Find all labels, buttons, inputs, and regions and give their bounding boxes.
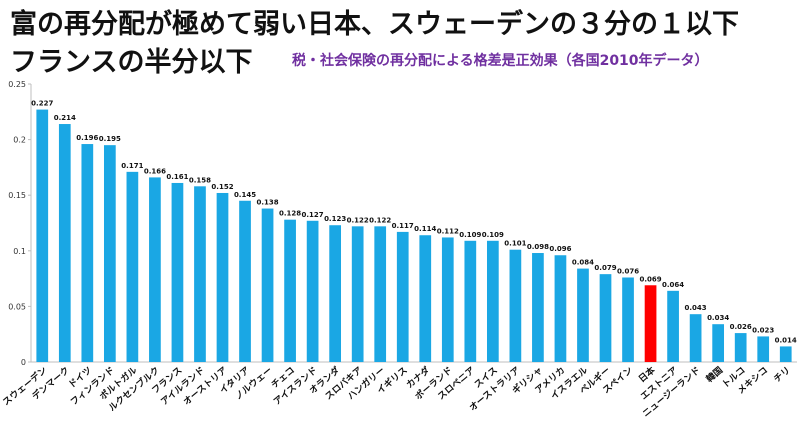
bar — [486, 240, 499, 362]
page-title: 富の再分配が極めて弱い日本、スウェーデンの３分の１以下 — [10, 9, 739, 40]
data-label: 0.079 — [594, 264, 616, 272]
data-label: 0.161 — [166, 173, 188, 181]
data-label: 0.014 — [775, 336, 797, 344]
bar — [464, 240, 477, 362]
bar — [419, 235, 432, 362]
bar — [261, 208, 274, 362]
bar — [644, 285, 657, 362]
bar — [351, 226, 364, 362]
data-label: 0.076 — [617, 267, 639, 275]
bar — [171, 182, 184, 362]
data-label: 0.109 — [482, 231, 504, 239]
bar — [103, 145, 116, 362]
data-label: 0.152 — [211, 183, 233, 191]
data-label: 0.138 — [256, 199, 278, 207]
data-label: 0.084 — [572, 259, 594, 267]
bar — [577, 268, 589, 362]
bar — [329, 225, 342, 362]
data-label: 0.101 — [504, 240, 526, 248]
chart-subtitle: 税・社会保険の再分配による格差是正効果（各国2010年データ） — [292, 53, 709, 69]
data-label: 0.114 — [414, 225, 436, 233]
data-label: 0.171 — [121, 162, 143, 170]
data-label: 0.227 — [31, 100, 53, 108]
bar — [306, 220, 319, 362]
bar — [36, 109, 49, 363]
bar — [374, 226, 387, 362]
data-label: 0.109 — [459, 231, 481, 239]
bar — [712, 324, 725, 362]
bar — [239, 200, 251, 362]
data-label: 0.122 — [369, 216, 391, 224]
bar — [599, 274, 612, 362]
page-title-line2: フランスの半分以下 — [10, 47, 253, 78]
bar — [554, 255, 567, 362]
data-label: 0.023 — [752, 326, 774, 334]
bar — [149, 177, 161, 362]
bar — [81, 144, 94, 362]
bar — [757, 336, 770, 362]
bar — [216, 192, 229, 362]
data-label: 0.117 — [392, 222, 414, 230]
data-label: 0.098 — [527, 243, 549, 251]
data-label: 0.034 — [707, 314, 729, 322]
data-label: 0.195 — [99, 135, 121, 143]
data-label: 0.026 — [730, 323, 752, 331]
data-label: 0.043 — [685, 304, 707, 312]
data-label: 0.112 — [437, 227, 459, 235]
y-tick-label: 0.25 — [8, 80, 26, 89]
bar — [396, 231, 409, 362]
data-label: 0.069 — [639, 275, 661, 283]
data-label: 0.096 — [549, 245, 571, 253]
bar — [667, 290, 679, 362]
data-label: 0.064 — [662, 281, 684, 289]
category-label: チリ — [772, 365, 793, 385]
data-label: 0.158 — [189, 176, 211, 184]
data-label: 0.128 — [279, 210, 301, 218]
data-label: 0.214 — [54, 114, 76, 122]
bar — [284, 219, 296, 362]
data-label: 0.127 — [302, 211, 324, 219]
bar — [689, 314, 702, 362]
y-tick-label: 0.1 — [13, 247, 26, 256]
bar — [126, 171, 139, 362]
data-label: 0.122 — [347, 216, 369, 224]
y-tick-label: 0.15 — [8, 191, 26, 200]
data-label: 0.196 — [76, 134, 98, 142]
bar — [734, 333, 747, 362]
data-label: 0.123 — [324, 215, 346, 223]
bar — [58, 124, 71, 362]
bar — [779, 346, 792, 362]
bar — [532, 253, 544, 362]
bar — [441, 237, 454, 362]
data-label: 0.166 — [144, 167, 166, 175]
y-tick-label: 0 — [21, 358, 26, 367]
data-label: 0.145 — [234, 191, 256, 199]
bar — [622, 277, 634, 362]
y-tick-label: 0.2 — [13, 136, 26, 145]
y-tick-label: 0.05 — [8, 302, 26, 311]
bar — [509, 249, 522, 362]
bar — [194, 186, 206, 362]
